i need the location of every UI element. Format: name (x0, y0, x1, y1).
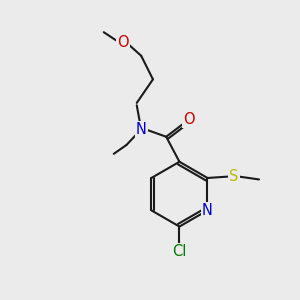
Text: N: N (136, 122, 147, 137)
Text: S: S (229, 169, 239, 184)
Text: Cl: Cl (172, 244, 187, 259)
Text: O: O (183, 112, 195, 127)
Text: O: O (117, 35, 129, 50)
Text: N: N (202, 203, 213, 218)
